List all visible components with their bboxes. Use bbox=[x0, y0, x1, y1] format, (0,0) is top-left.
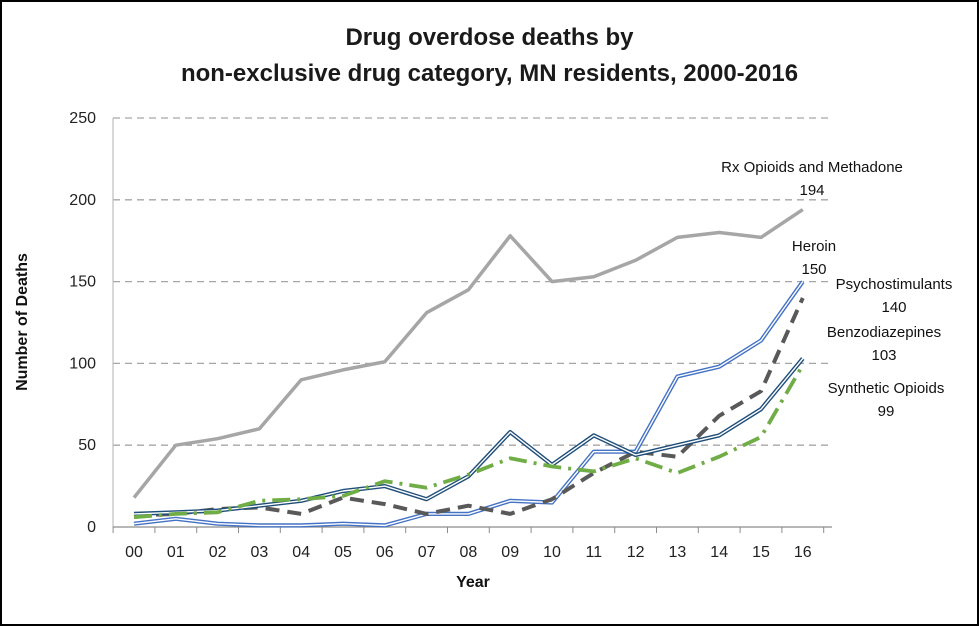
x-tick-label: 08 bbox=[460, 544, 478, 561]
series-lines bbox=[132, 208, 805, 528]
chart-title-line2: non-exclusive drug category, MN resident… bbox=[180, 60, 799, 87]
x-tick-label: 09 bbox=[501, 544, 519, 561]
x-tick-label: 07 bbox=[418, 544, 436, 561]
x-tick-label: 02 bbox=[209, 544, 227, 561]
x-tick-label: 00 bbox=[125, 544, 143, 561]
series-end-value-label: 150 bbox=[801, 261, 826, 278]
y-tick-label: 200 bbox=[69, 192, 96, 209]
x-tick-label: 14 bbox=[710, 544, 728, 561]
x-tick-label: 16 bbox=[794, 544, 812, 561]
series-name-label: Synthetic Opioids bbox=[828, 380, 945, 397]
series-line-4 bbox=[133, 364, 805, 520]
x-tick-label: 05 bbox=[334, 544, 352, 561]
series-line-1 bbox=[133, 280, 805, 528]
y-tick-label: 150 bbox=[69, 274, 96, 291]
series-line-path bbox=[133, 364, 805, 520]
x-tick-label: 13 bbox=[669, 544, 687, 561]
series-name-label: Rx Opioids and Methadone bbox=[721, 159, 903, 176]
series-labels: Rx Opioids and Methadone 194 Heroin 150 Psyc… bbox=[721, 159, 952, 420]
series-name-label: Benzodiazepines bbox=[827, 324, 941, 341]
series-name-label: Heroin bbox=[792, 238, 836, 255]
series-end-value-label: 99 bbox=[878, 403, 895, 420]
y-tick-label: 0 bbox=[87, 519, 96, 536]
series-line-path bbox=[133, 297, 805, 518]
series-line-2 bbox=[133, 297, 805, 518]
x-tick-label: 03 bbox=[251, 544, 269, 561]
series-end-value-label: 194 bbox=[799, 182, 824, 199]
x-tick-label: 06 bbox=[376, 544, 394, 561]
chart-title: Drug overdose deaths by non-exclusive dr… bbox=[2, 20, 977, 92]
y-tick-label: 100 bbox=[69, 355, 96, 372]
x-tick-label: 12 bbox=[627, 544, 645, 561]
x-tick-label: 10 bbox=[543, 544, 561, 561]
series-end-value-label: 103 bbox=[871, 347, 896, 364]
x-tick-label: 15 bbox=[752, 544, 770, 561]
y-axis-title: Number of Deaths bbox=[14, 253, 31, 391]
series-line-0 bbox=[132, 208, 804, 499]
x-axis-title: Year bbox=[456, 574, 490, 591]
x-tick-label: 04 bbox=[292, 544, 310, 561]
series-line-path bbox=[132, 208, 804, 499]
series-name-label: Psychostimulants bbox=[836, 276, 953, 293]
series-end-value-label: 140 bbox=[881, 299, 906, 316]
series-line-inner bbox=[133, 281, 804, 527]
x-tick-label: 11 bbox=[585, 544, 602, 561]
y-tick-label: 250 bbox=[69, 110, 96, 127]
axes: 0 50 100 150 200 250 00 01 02 03 04 05 06 07 08 09 10 11 1… bbox=[69, 110, 832, 561]
series-line-outer bbox=[133, 280, 805, 528]
y-tick-label: 50 bbox=[78, 437, 96, 454]
chart-title-line1: Drug overdose deaths by bbox=[345, 24, 634, 51]
x-tick-label: 01 bbox=[167, 544, 185, 561]
